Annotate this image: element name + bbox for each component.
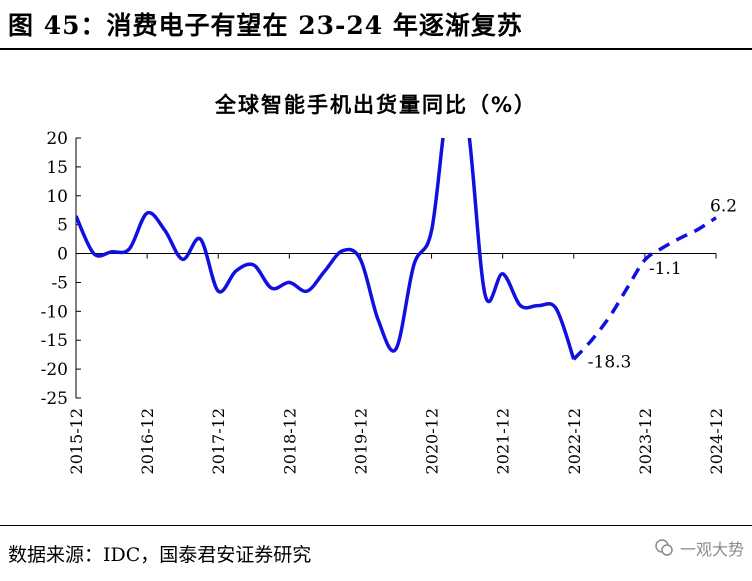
y-tick-label: 5 <box>57 216 68 236</box>
chart-title: 全球智能手机出货量同比（%） <box>214 93 537 117</box>
x-tick-label: 2019-12 <box>351 408 370 474</box>
wechat-icon <box>655 539 673 556</box>
x-tick-label: 2023-12 <box>636 408 655 474</box>
smartphone-shipment-line-chart: 全球智能手机出货量同比（%） 20151050-5-10-15-20-25201… <box>41 93 737 474</box>
y-tick-label: 0 <box>57 245 68 265</box>
y-tick-label: -25 <box>41 389 68 409</box>
x-tick-label: 2018-12 <box>280 408 299 474</box>
y-tick-label: -15 <box>41 331 68 351</box>
x-tick-label: 2024-12 <box>707 408 726 474</box>
x-tick-label: 2016-12 <box>138 408 157 474</box>
y-tick-label: -5 <box>51 273 68 293</box>
figure-title: 图 45：消费电子有望在 23-24 年逐渐复苏 <box>8 11 523 40</box>
chart-series <box>76 138 717 361</box>
y-tick-label: 10 <box>46 187 68 207</box>
forecast-series-line <box>572 216 717 361</box>
y-tick-label: 20 <box>46 129 68 149</box>
x-tick-label: 2015-12 <box>67 408 86 474</box>
x-tick-label: 2021-12 <box>494 408 513 474</box>
x-tick-label: 2020-12 <box>423 408 442 474</box>
title-divider <box>0 48 752 50</box>
data-label: 6.2 <box>710 197 737 217</box>
y-tick-label: -10 <box>41 302 68 322</box>
y-tick-label: -20 <box>41 360 68 380</box>
x-tick-label: 2017-12 <box>209 408 228 474</box>
data-label: -18.3 <box>588 352 632 372</box>
watermark-text: 一观大势 <box>679 540 744 559</box>
y-tick-label: 15 <box>46 158 68 178</box>
chart-data-labels: -18.3 -1.1 6.2 <box>588 197 737 373</box>
watermark: 一观大势 <box>654 536 744 560</box>
actual-series-line <box>76 138 576 360</box>
data-source: 数据来源：IDC，国泰君安证券研究 <box>8 544 312 566</box>
source-divider <box>0 525 752 526</box>
data-label: -1.1 <box>649 259 682 279</box>
x-tick-label: 2022-12 <box>565 408 584 474</box>
